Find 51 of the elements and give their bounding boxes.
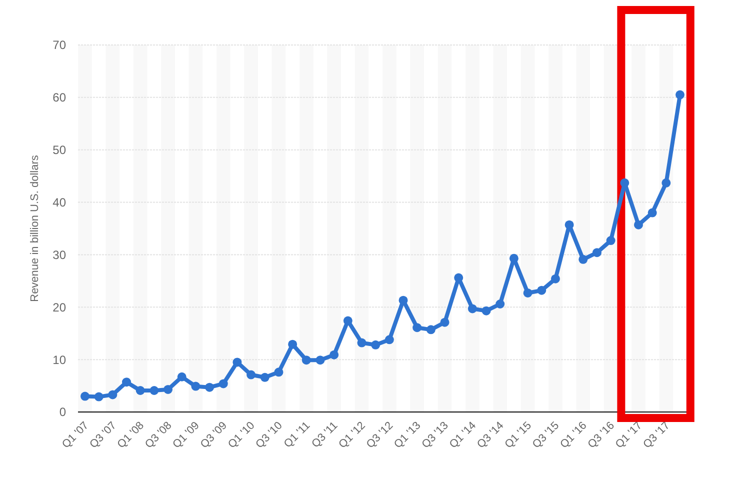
point [80, 392, 90, 401]
point [564, 220, 574, 230]
point [122, 378, 132, 387]
point [592, 248, 602, 258]
point [108, 390, 118, 400]
point [274, 368, 284, 377]
point [426, 325, 436, 334]
point [523, 288, 532, 298]
y-tick-label: 30 [52, 248, 66, 262]
point [509, 254, 518, 263]
y-tick-label: 50 [52, 143, 66, 158]
point [246, 370, 256, 380]
y-axis-title: Revenue in billion U.S. dollars [29, 154, 41, 302]
point [343, 316, 352, 326]
y-tick-label: 0 [59, 405, 66, 420]
point [648, 208, 657, 218]
point [177, 372, 186, 382]
point [164, 384, 173, 394]
point [260, 372, 270, 382]
point [412, 323, 422, 332]
point [218, 379, 228, 388]
point [620, 178, 630, 188]
point [205, 382, 214, 392]
point [316, 356, 325, 365]
point [634, 220, 643, 230]
point [330, 350, 339, 360]
point [676, 90, 684, 100]
point [440, 318, 450, 327]
point [150, 386, 159, 396]
y-tick-label: 60 [52, 90, 66, 105]
point [357, 338, 366, 348]
point [371, 340, 380, 350]
point [606, 236, 616, 246]
point [384, 335, 394, 344]
point [537, 286, 546, 295]
point [496, 299, 505, 308]
y-tick-label: 40 [52, 195, 66, 210]
y-tick-label: 70 [52, 38, 66, 52]
point [550, 274, 560, 284]
point [136, 386, 145, 396]
point [468, 304, 477, 314]
y-tick-label: 10 [52, 352, 66, 367]
point [191, 382, 200, 391]
point [662, 178, 671, 188]
point [232, 358, 242, 367]
point [482, 306, 491, 316]
y-tick-label: 20 [52, 300, 66, 314]
point [578, 254, 588, 264]
point [288, 340, 298, 349]
point [94, 392, 104, 402]
point [302, 356, 311, 365]
